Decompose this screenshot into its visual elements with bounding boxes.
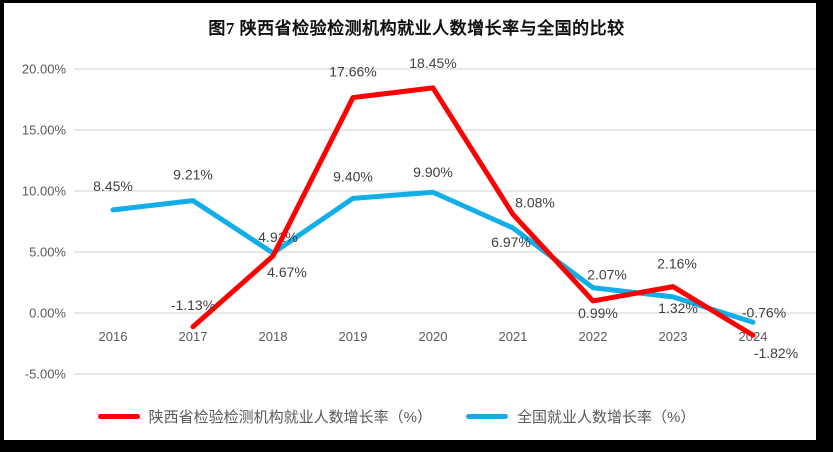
y-axis-tick-label: -5.00% (25, 367, 67, 382)
x-axis-tick-label: 2020 (419, 329, 448, 344)
x-axis-tick-label: 2016 (99, 329, 128, 344)
y-axis-tick-label: 15.00% (22, 123, 67, 138)
data-label-national: 9.40% (333, 168, 373, 184)
legend-item-national: 全国就业人数增长率（%） (466, 406, 695, 427)
data-label-national: 8.45% (93, 178, 133, 194)
legend-swatch-shaanxi (97, 413, 140, 419)
legend-label-national: 全国就业人数增长率（%） (517, 408, 696, 426)
data-label-shaanxi: -1.13% (171, 297, 215, 313)
y-axis-tick-label: 0.00% (29, 306, 66, 321)
data-label-national: -0.76% (742, 304, 786, 320)
data-label-national: 9.21% (173, 167, 213, 183)
data-label-shaanxi: 2.16% (657, 256, 697, 272)
x-axis-tick-label: 2022 (579, 329, 608, 344)
series-line-shaanxi (190, 85, 756, 338)
legend-label-shaanxi: 陕西省检验检测机构就业人数增长率（%） (148, 408, 432, 426)
y-axis-tick-label: 20.00% (22, 62, 67, 77)
x-axis-tick-label: 2018 (259, 329, 288, 344)
x-axis-tick-label: 2017 (179, 329, 208, 344)
y-axis-tick-label: 10.00% (22, 184, 67, 199)
data-label-national: 1.32% (658, 300, 698, 316)
data-label-national: 2.07% (587, 267, 627, 283)
data-label-national: 6.97% (491, 234, 531, 250)
data-label-national: 4.91% (258, 229, 298, 245)
data-label-national: 9.90% (413, 164, 453, 180)
chart-title: 图7 陕西省检验检测机构就业人数增长率与全国的比较 (208, 19, 625, 38)
x-axis-tick-label: 2023 (659, 329, 688, 344)
x-axis-tick-label: 2019 (339, 329, 368, 344)
chart-legend: 陕西省检验检测机构就业人数增长率（%） 全国就业人数增长率（%） (0, 403, 793, 429)
legend-item-shaanxi: 陕西省检验检测机构就业人数增长率（%） (97, 406, 432, 427)
legend-swatch-national (466, 413, 508, 419)
y-axis-tick-label: 5.00% (29, 245, 66, 260)
data-label-shaanxi: 4.67% (267, 264, 307, 280)
data-label-shaanxi: 0.99% (578, 305, 618, 321)
data-label-shaanxi: 18.45% (409, 55, 456, 71)
data-label-shaanxi: 17.66% (329, 64, 376, 80)
data-label-shaanxi: 8.08% (515, 194, 555, 210)
data-label-shaanxi: -1.82% (754, 345, 798, 361)
x-axis-tick-label: 2021 (499, 329, 528, 344)
